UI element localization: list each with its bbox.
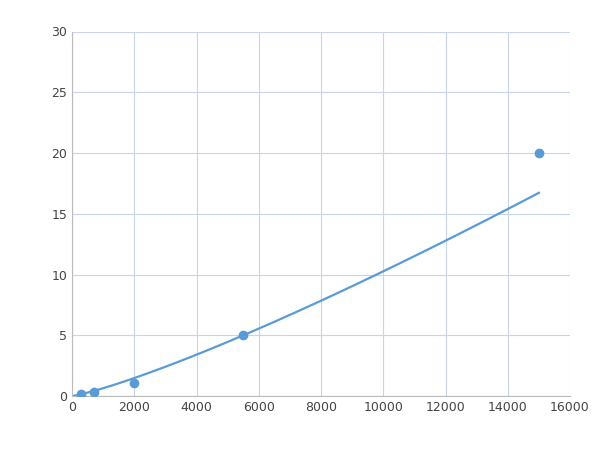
- Point: [77, 390, 86, 397]
- Point: [130, 379, 139, 386]
- Point: [534, 149, 544, 157]
- Point: [89, 388, 98, 396]
- Point: [238, 332, 248, 339]
